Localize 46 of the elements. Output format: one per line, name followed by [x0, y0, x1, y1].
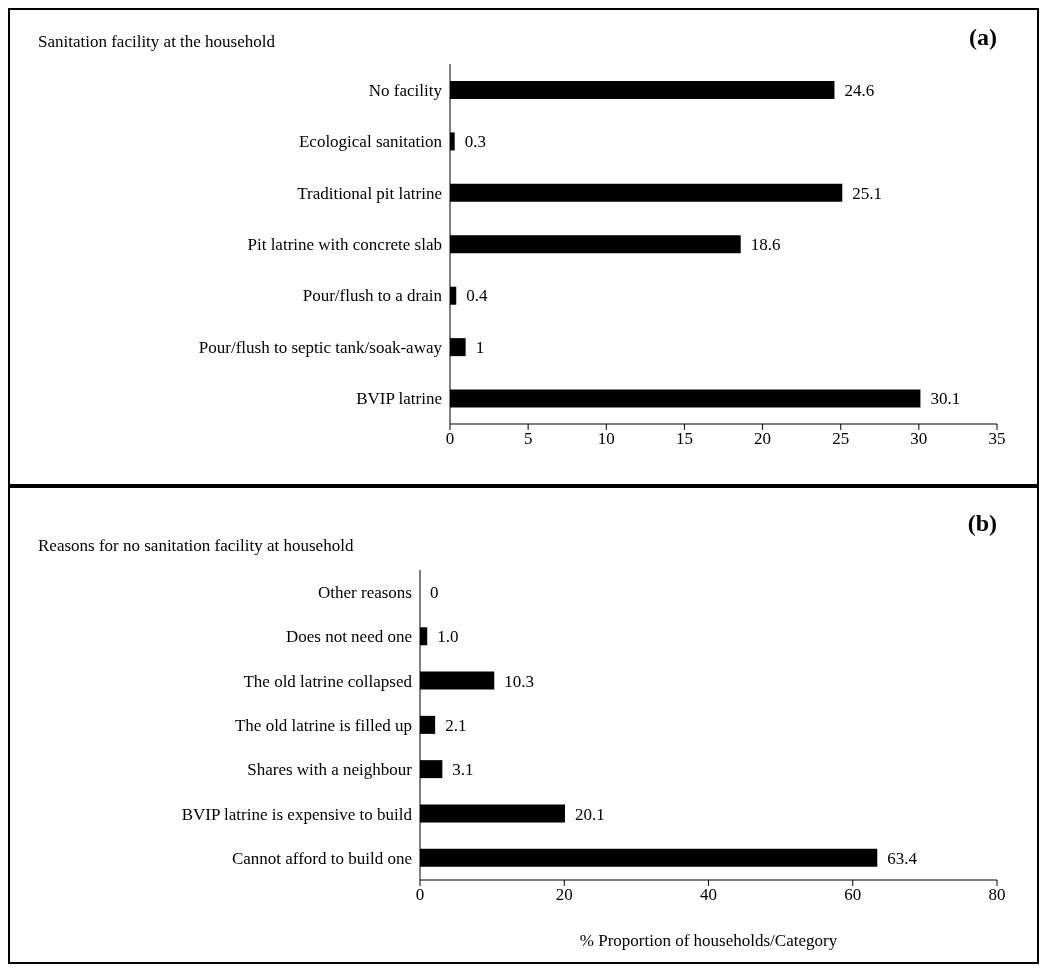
x-axis-title: % Proportion of households/Category — [579, 931, 838, 950]
y-tick-label: Pour/flush to a drain — [302, 286, 443, 306]
y-tick-label: No facility — [368, 80, 443, 100]
text: (a) — [969, 24, 997, 51]
x-tick-label: 35 — [988, 429, 1006, 449]
y-tick-label: Ecological sanitation — [298, 132, 443, 152]
data-label: 0.3 — [464, 132, 486, 152]
y-tick-label: Traditional pit latrine — [297, 183, 442, 203]
x-tick-label: 15 — [675, 429, 693, 449]
x-tick-label: 0 — [445, 429, 455, 449]
text: Reasons for no sanitation facility at household — [38, 536, 354, 556]
data-label: 20.1 — [574, 804, 605, 824]
text: Sanitation facility at the household — [38, 32, 276, 52]
y-tick-label: BVIP latrine is expensive to build — [181, 804, 413, 824]
data-label: 3.1 — [452, 760, 474, 780]
x-tick-label: 5 — [523, 429, 533, 449]
x-tick-label: 40 — [700, 885, 717, 905]
x-tick-label: 20 — [555, 885, 573, 905]
y-tick-label: BVIP latrine — [356, 389, 442, 409]
x-tick-label: 10 — [597, 429, 615, 449]
y-tick-label: Other reasons — [318, 583, 412, 603]
x-tick-label: 20 — [754, 429, 772, 449]
y-tick-label: Does not need one — [285, 627, 412, 647]
x-tick-label: 0 — [415, 885, 425, 905]
y-tick-label: Shares with a neighbour — [247, 760, 413, 780]
text: (b) — [967, 510, 997, 537]
data-label: 1 — [475, 337, 485, 357]
data-label: 1.0 — [437, 627, 459, 647]
y-tick-label: Pit latrine with concrete slab — [247, 235, 442, 255]
y-tick-label: Cannot afford to build one — [231, 848, 412, 868]
data-label: 18.6 — [750, 234, 781, 254]
data-label: 0 — [430, 583, 439, 603]
y-tick-label: The old latrine collapsed — [243, 671, 413, 691]
data-label: 2.1 — [445, 715, 467, 735]
data-label: 0.4 — [466, 286, 488, 306]
data-label: 30.1 — [930, 389, 961, 409]
data-label: 63.4 — [887, 848, 918, 868]
data-label: 25.1 — [852, 183, 883, 203]
data-label: 24.6 — [844, 80, 875, 100]
data-label: 10.3 — [504, 671, 535, 691]
x-tick-label: 30 — [910, 429, 928, 449]
x-tick-label: 60 — [844, 885, 862, 905]
y-tick-label: Pour/flush to septic tank/soak-away — [198, 337, 443, 357]
x-tick-label: 25 — [832, 429, 850, 449]
y-tick-label: The old latrine is filled up — [234, 716, 412, 736]
x-tick-label: 80 — [988, 885, 1006, 905]
